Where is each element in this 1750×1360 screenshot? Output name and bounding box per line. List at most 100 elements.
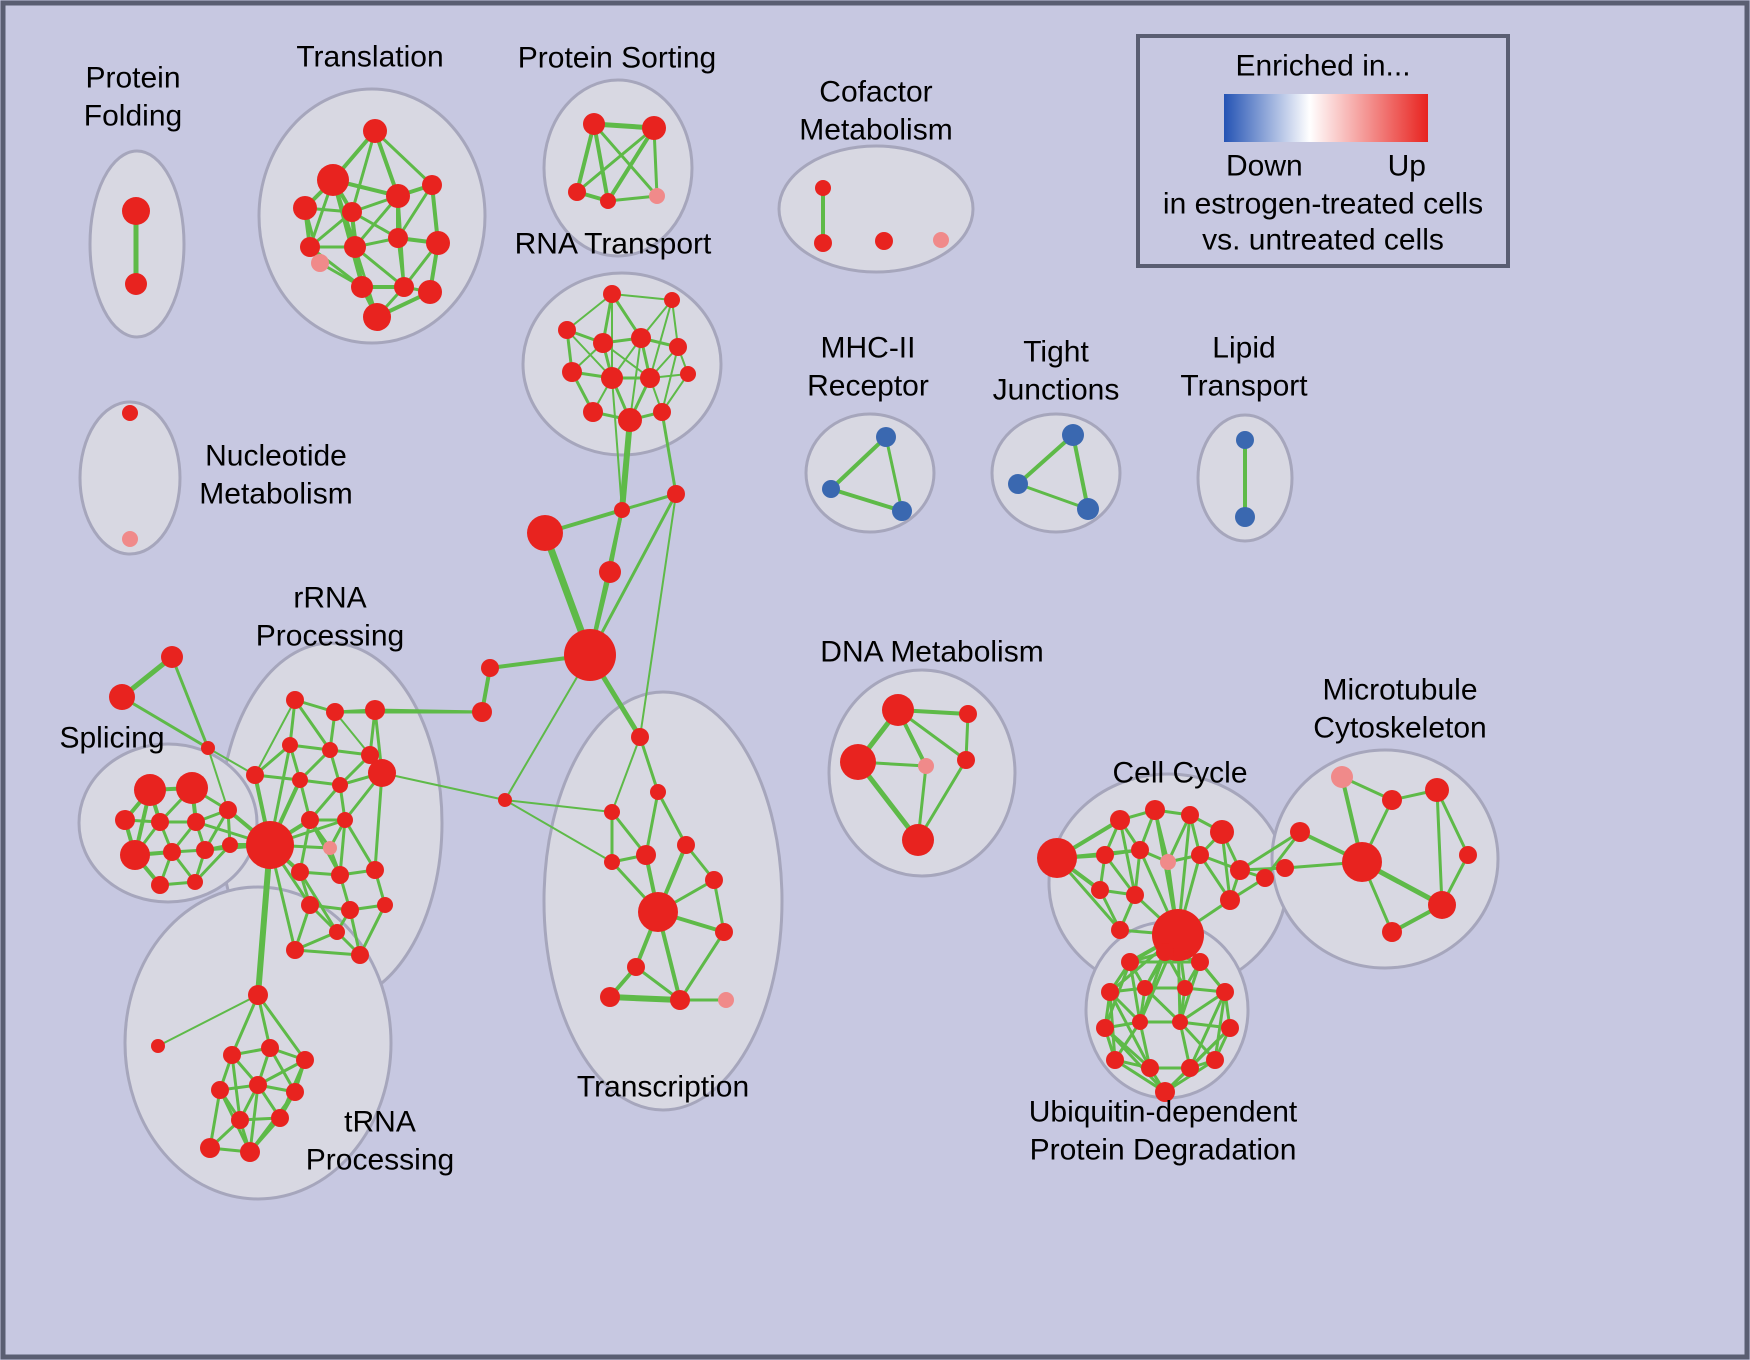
network-node [1221, 1019, 1239, 1037]
network-node [649, 188, 665, 204]
network-node [918, 758, 934, 774]
network-edge [193, 843, 232, 884]
network-node [583, 113, 605, 135]
network-node [1131, 841, 1149, 859]
cluster-trna-processing-label: tRNA [344, 1106, 416, 1139]
network-node [1236, 431, 1254, 449]
network-edge [611, 377, 623, 511]
network-edge [656, 790, 688, 847]
network-node [1216, 983, 1234, 1001]
network-node [642, 116, 666, 140]
network-edge [638, 735, 660, 794]
cluster-lipid-transport-label: Transport [1180, 370, 1308, 403]
network-node [603, 285, 621, 303]
legend-gradient-bar [1224, 94, 1428, 142]
network-node [1121, 953, 1139, 971]
network-node [875, 232, 893, 250]
network-node [1191, 953, 1209, 971]
cluster-splicing-label: Splicing [59, 722, 164, 755]
network-node [300, 237, 320, 257]
network-edge [381, 772, 506, 801]
legend-title: Enriched in... [1235, 50, 1410, 83]
network-node [176, 772, 208, 804]
network-node [1111, 921, 1129, 939]
network-edge [611, 736, 641, 813]
network-node [653, 403, 671, 421]
network-edge [639, 493, 677, 738]
network-node [122, 531, 138, 547]
cluster-ubiquitin-dependent-protein-degradation-label: Protein Degradation [1030, 1134, 1297, 1167]
cluster-rrna-processing-label: rRNA [293, 582, 366, 615]
network-node [293, 196, 317, 220]
cluster-tight-junctions-label: Junctions [993, 374, 1120, 407]
network-node [583, 402, 603, 422]
network-node [426, 231, 450, 255]
network-edge [884, 435, 904, 513]
network-node [677, 836, 695, 854]
network-edge [170, 655, 210, 750]
cluster-tight-junctions-label: Tight [1023, 336, 1089, 369]
network-node [200, 1138, 220, 1158]
network-node [394, 277, 414, 297]
network-edge [619, 417, 633, 513]
cluster-mhc-ii-receptor-ellipse [804, 412, 936, 534]
network-node [1091, 881, 1109, 899]
network-node [361, 746, 379, 764]
network-node [600, 987, 620, 1007]
network-node [593, 333, 613, 353]
network-node [1172, 1014, 1188, 1030]
network-node [558, 321, 576, 339]
network-node [240, 1142, 260, 1162]
network-node [1037, 838, 1077, 878]
network-node [249, 1076, 267, 1094]
network-edge [606, 126, 656, 203]
network-node [122, 405, 138, 421]
network-edge [678, 930, 726, 1002]
network-edge [373, 708, 484, 714]
cluster-translation-label: Translation [296, 41, 443, 74]
network-node [211, 1081, 229, 1099]
network-edge [504, 654, 591, 801]
network-node [341, 901, 359, 919]
cluster-transcription-label: Transcription [577, 1071, 749, 1104]
network-node [614, 502, 630, 518]
cluster-trna-processing-ellipse [123, 885, 393, 1201]
cluster-nucleotide-metabolism-ellipse [78, 400, 182, 556]
network-node [715, 923, 733, 941]
network-node [326, 703, 344, 721]
network-node [562, 362, 582, 382]
network-edge [255, 842, 273, 998]
network-node [120, 840, 150, 870]
network-edge [661, 346, 679, 413]
network-node [286, 691, 304, 709]
network-node [1342, 842, 1382, 882]
network-node [1155, 1082, 1175, 1102]
network-node [892, 501, 912, 521]
network-edge [157, 994, 259, 1047]
cluster-nucleotide-metabolism-label: Nucleotide [205, 440, 347, 473]
cluster-cofactor-metabolism-ellipse [777, 144, 975, 274]
network-node [363, 303, 391, 331]
network-node [344, 236, 366, 258]
network-node [134, 774, 166, 806]
cluster-protein-sorting-label: Protein Sorting [518, 42, 716, 75]
network-edge [575, 122, 596, 194]
network-nodes [109, 113, 1477, 1162]
network-edge [1435, 788, 1444, 907]
network-node [422, 175, 442, 195]
network-edge [1103, 1026, 1167, 1094]
network-edge [1016, 433, 1075, 486]
network-node [1230, 860, 1250, 880]
cluster-mhc-ii-receptor-label: MHC-II [821, 332, 916, 365]
network-node [1459, 846, 1477, 864]
network-edge [660, 410, 678, 496]
network-edge [293, 698, 332, 752]
network-node [282, 737, 298, 753]
network-node [331, 866, 349, 884]
network-node [1235, 507, 1255, 527]
network-node [231, 1111, 249, 1129]
network-node [604, 854, 620, 870]
network-node [1145, 800, 1165, 820]
network-node [201, 741, 215, 755]
